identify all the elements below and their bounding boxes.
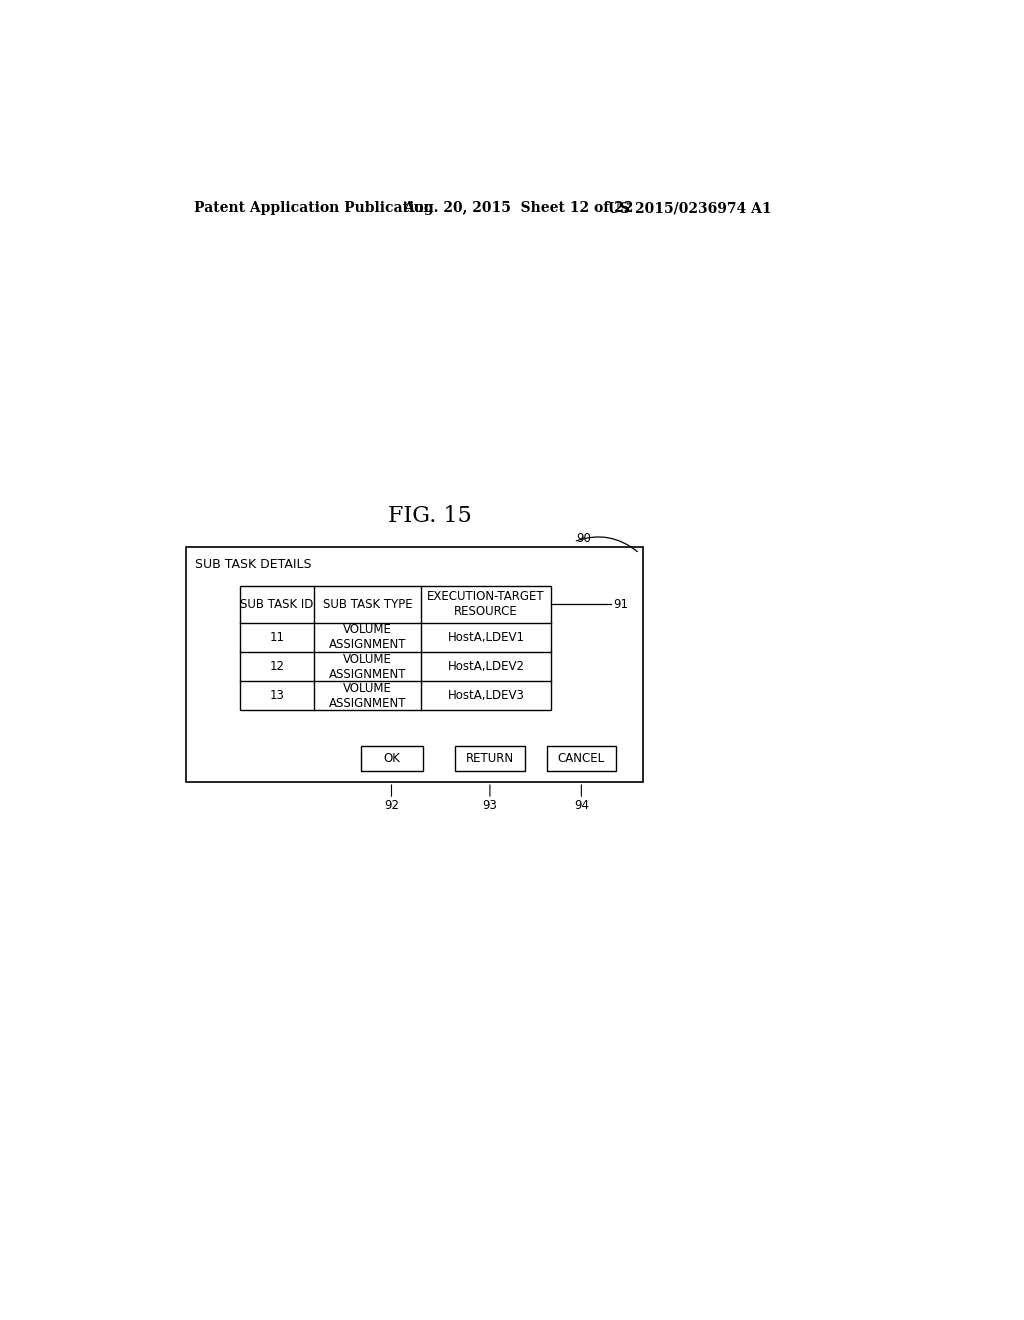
Bar (360, 746, 423, 771)
Bar (455, 746, 524, 771)
Text: US 2015/0236974 A1: US 2015/0236974 A1 (608, 202, 772, 215)
Text: EXECUTION-TARGET
RESOURCE: EXECUTION-TARGET RESOURCE (427, 590, 545, 618)
Text: VOLUME
ASSIGNMENT: VOLUME ASSIGNMENT (329, 682, 407, 710)
Text: 11: 11 (269, 631, 285, 644)
Text: 93: 93 (482, 799, 498, 812)
Text: 94: 94 (573, 799, 589, 812)
Text: Patent Application Publication: Patent Application Publication (194, 202, 433, 215)
Bar (186, 548, 643, 781)
Text: CANCEL: CANCEL (558, 752, 605, 766)
Text: SUB TASK ID: SUB TASK ID (241, 598, 314, 611)
Text: 90: 90 (575, 532, 591, 545)
Bar (547, 746, 616, 771)
Text: FIG. 15: FIG. 15 (388, 506, 472, 528)
Text: 92: 92 (384, 799, 399, 812)
Text: HostA,LDEV3: HostA,LDEV3 (447, 689, 524, 702)
Text: SUB TASK DETAILS: SUB TASK DETAILS (196, 557, 312, 570)
Text: 13: 13 (269, 689, 285, 702)
Text: RETURN: RETURN (466, 752, 514, 766)
Text: Aug. 20, 2015  Sheet 12 of 22: Aug. 20, 2015 Sheet 12 of 22 (403, 202, 634, 215)
Text: HostA,LDEV1: HostA,LDEV1 (447, 631, 524, 644)
Text: VOLUME
ASSIGNMENT: VOLUME ASSIGNMENT (329, 652, 407, 681)
Text: VOLUME
ASSIGNMENT: VOLUME ASSIGNMENT (329, 623, 407, 651)
Text: 91: 91 (613, 598, 628, 611)
Bar (241, 586, 551, 710)
Text: 12: 12 (269, 660, 285, 673)
Text: OK: OK (383, 752, 400, 766)
Text: SUB TASK TYPE: SUB TASK TYPE (323, 598, 413, 611)
Text: HostA,LDEV2: HostA,LDEV2 (447, 660, 524, 673)
